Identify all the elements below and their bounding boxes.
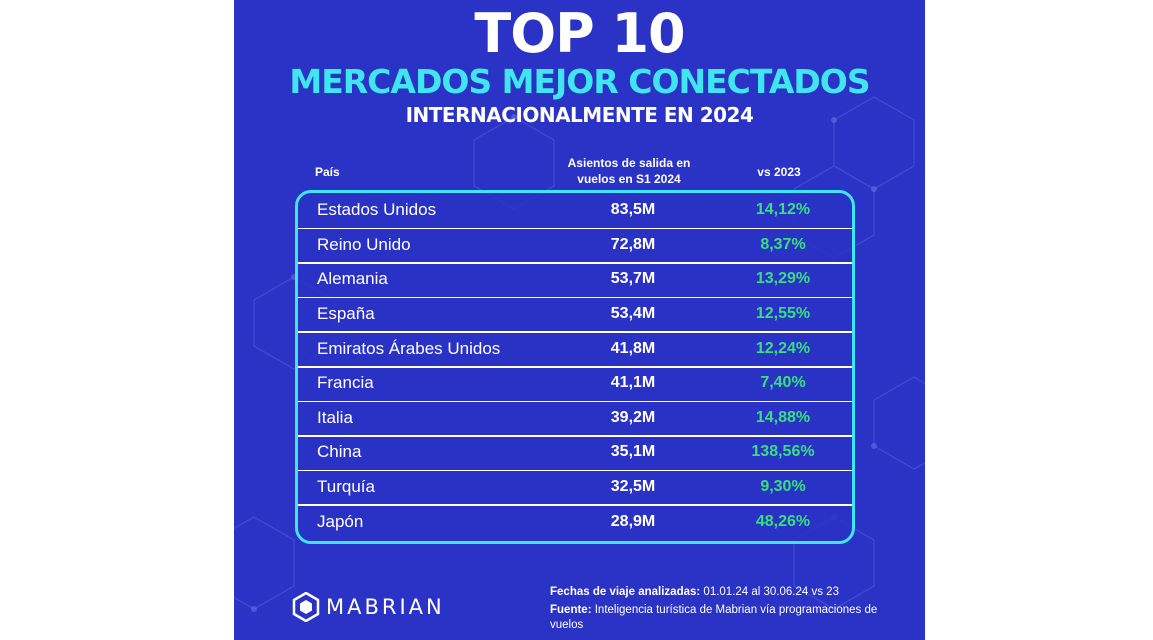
row-seats: 83,5M	[610, 201, 656, 219]
footer-dates-label: Fechas de viaje analizadas:	[550, 586, 701, 598]
row-divider	[298, 469, 852, 472]
table-row: Reino Unido 72,8M 8,37%	[298, 228, 852, 263]
row-country: España	[317, 304, 375, 324]
row-seats: 35,1M	[610, 443, 656, 461]
row-vs: 14,12%	[755, 201, 811, 219]
row-seats: 41,1M	[610, 374, 656, 392]
row-divider	[298, 435, 852, 437]
infographic-poster: TOP 10 MERCADOS MEJOR CONECTADOS INTERNA…	[234, 0, 925, 640]
row-country: Alemania	[317, 269, 388, 289]
row-seats: 53,7M	[610, 270, 656, 288]
header-vs-2023: vs 2023	[757, 165, 801, 179]
row-country: Turquía	[317, 477, 375, 497]
row-country: Francia	[317, 373, 374, 393]
row-country: Reino Unido	[317, 234, 411, 254]
footer-source: Fuente: Inteligencia turística de Mabria…	[550, 603, 880, 633]
row-vs: 138,56%	[751, 443, 815, 461]
footer-source-value: Inteligencia turística de Mabrian vía pr…	[550, 604, 878, 631]
title-subtitle: MERCADOS MEJOR CONECTADOS	[289, 62, 870, 101]
row-country: Japón	[317, 511, 364, 531]
row-country: Estados Unidos	[317, 200, 437, 220]
logo-text: MABRIAN	[326, 595, 445, 619]
header-seats: Asientos de salida en vuelos en S1 2024	[544, 155, 714, 187]
hexagon-logo-icon	[292, 592, 320, 622]
row-seats: 28,9M	[610, 512, 656, 530]
table-row: Francia 41,1M 7,40%	[298, 366, 852, 401]
table-row: España 53,4M 12,55%	[298, 297, 852, 332]
row-seats: 72,8M	[610, 235, 656, 253]
row-divider	[298, 331, 852, 333]
row-vs: 13,29%	[755, 270, 811, 288]
table-row: Alemania 53,7M 13,29%	[298, 262, 852, 297]
header-seats-line2: vuelos en S1 2024	[577, 172, 681, 186]
row-vs: 48,26%	[755, 512, 811, 530]
row-seats: 41,8M	[610, 339, 656, 357]
row-vs: 8,37%	[760, 235, 806, 253]
row-divider	[298, 262, 852, 264]
table-row: Emiratos Árabes Unidos 41,8M 12,24%	[298, 331, 852, 366]
row-vs: 9,30%	[760, 478, 806, 496]
row-divider	[298, 504, 852, 506]
ranking-table: Estados Unidos 83,5M 14,12% Reino Unido …	[295, 190, 855, 544]
row-divider	[298, 227, 852, 230]
row-country: China	[317, 442, 362, 462]
table-row: Italia 39,2M 14,88%	[298, 401, 852, 436]
row-seats: 53,4M	[610, 305, 656, 323]
row-country: Emiratos Árabes Unidos	[317, 338, 501, 358]
footer-dates-value: 01.01.24 al 30.06.24 vs 23	[703, 586, 839, 598]
mabrian-logo: MABRIAN	[292, 592, 445, 622]
row-vs: 12,55%	[755, 305, 811, 323]
footer-source-label: Fuente:	[550, 604, 592, 616]
row-country: Italia	[317, 407, 353, 427]
title-year-line: INTERNACIONALMENTE EN 2024	[405, 103, 754, 127]
row-vs: 12,24%	[755, 339, 811, 357]
row-vs: 14,88%	[755, 408, 811, 426]
title-top-10: TOP 10	[474, 2, 685, 65]
header-country: País	[315, 165, 340, 179]
row-divider	[298, 366, 852, 368]
row-seats: 32,5M	[610, 478, 656, 496]
row-vs: 7,40%	[760, 374, 806, 392]
row-divider	[298, 296, 852, 299]
row-divider	[298, 400, 852, 403]
table-row: Turquía 32,5M 9,30%	[298, 470, 852, 505]
header-seats-line1: Asientos de salida en	[567, 156, 691, 170]
row-seats: 39,2M	[610, 408, 656, 426]
table-row: China 35,1M 138,56%	[298, 435, 852, 470]
table-row: Estados Unidos 83,5M 14,12%	[298, 193, 852, 228]
footer-dates: Fechas de viaje analizadas: 01.01.24 al …	[550, 585, 839, 600]
table-row: Japón 28,9M 48,26%	[298, 504, 852, 539]
